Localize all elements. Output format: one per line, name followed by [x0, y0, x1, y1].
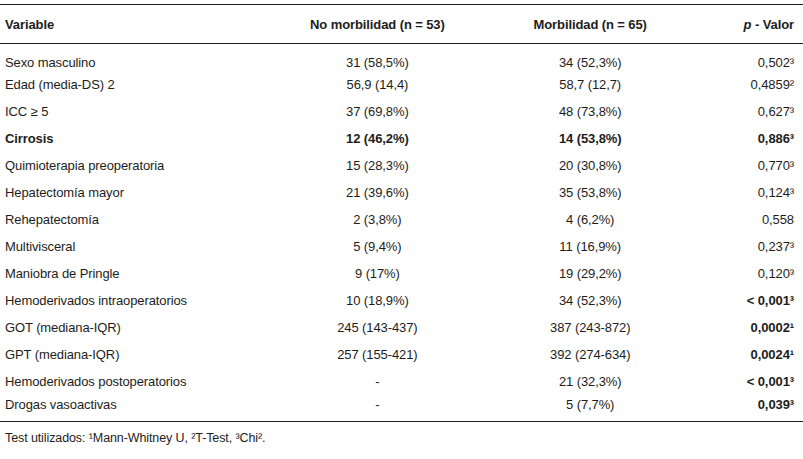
morbidity-value-cell: 21 (32,3%) [490, 368, 691, 395]
variable-cell: ICC ≥ 5 [0, 98, 265, 125]
table-row: Multivisceral5 (9,4%)11 (16,9%)0,237³ [0, 233, 803, 260]
morbidity-value-cell: 20 (30,8%) [490, 152, 691, 179]
no-morbidity-value-cell: 56,9 (14,4) [265, 71, 490, 98]
variable-cell: Sexo masculino [0, 44, 265, 71]
p-value-cell: 0,886³ [691, 125, 803, 152]
p-value-cell: 0,502³ [691, 44, 803, 71]
no-morbidity-value-cell: 257 (155-421) [265, 341, 490, 368]
morbidity-value-cell: 19 (29,2%) [490, 260, 691, 287]
p-value-cell: < 0,001³ [691, 368, 803, 395]
variable-cell: Drogas vasoactivas [0, 395, 265, 422]
no-morbidity-value-cell: 12 (46,2%) [265, 125, 490, 152]
table-row: Rehepatectomía2 (3,8%)4 (6,2%)0,558 [0, 206, 803, 233]
morbidity-value-cell: 5 (7,7%) [490, 395, 691, 422]
table-row: GOT (mediana-IQR)245 (143-437)387 (243-8… [0, 314, 803, 341]
morbidity-value-cell: 58,7 (12,7) [490, 71, 691, 98]
column-header-morbidity: Morbilidad (n = 65) [490, 5, 691, 44]
table-row: Drogas vasoactivas-5 (7,7%)0,039³ [0, 395, 803, 422]
no-morbidity-value-cell: 9 (17%) [265, 260, 490, 287]
p-value-cell: 0,558 [691, 206, 803, 233]
table-row: Cirrosis12 (46,2%)14 (53,8%)0,886³ [0, 125, 803, 152]
no-morbidity-value-cell: 21 (39,6%) [265, 179, 490, 206]
table-footnote: Test utilizados: ¹Mann-Whitney U, ²T-Tes… [0, 422, 803, 445]
p-value-cell: 0,4859² [691, 71, 803, 98]
table-header-row: Variable No morbilidad (n = 53) Morbilid… [0, 5, 803, 44]
column-header-no-morbidity: No morbilidad (n = 53) [265, 5, 490, 44]
p-value-cell: 0,627³ [691, 98, 803, 125]
paper-table-page: Variable No morbilidad (n = 53) Morbilid… [0, 0, 803, 459]
variable-cell: Cirrosis [0, 125, 265, 152]
no-morbidity-value-cell: 5 (9,4%) [265, 233, 490, 260]
p-value-cell: 0,0002¹ [691, 314, 803, 341]
table-row: Hemoderivados postoperatorios-21 (32,3%)… [0, 368, 803, 395]
table-body: Sexo masculino31 (58,5%)34 (52,3%)0,502³… [0, 44, 803, 422]
morbidity-value-cell: 34 (52,3%) [490, 44, 691, 71]
no-morbidity-value-cell: 245 (143-437) [265, 314, 490, 341]
p-value-cell: 0,770³ [691, 152, 803, 179]
p-header-rest: - Valor [751, 17, 794, 32]
variable-cell: Hemoderivados postoperatorios [0, 368, 265, 395]
variable-cell: GOT (mediana-IQR) [0, 314, 265, 341]
morbidity-comparison-table: Variable No morbilidad (n = 53) Morbilid… [0, 4, 803, 422]
no-morbidity-value-cell: 2 (3,8%) [265, 206, 490, 233]
morbidity-value-cell: 35 (53,8%) [490, 179, 691, 206]
morbidity-value-cell: 14 (53,8%) [490, 125, 691, 152]
morbidity-value-cell: 34 (52,3%) [490, 287, 691, 314]
variable-cell: Hepatectomía mayor [0, 179, 265, 206]
variable-cell: Multivisceral [0, 233, 265, 260]
variable-cell: Quimioterapia preoperatoria [0, 152, 265, 179]
morbidity-value-cell: 11 (16,9%) [490, 233, 691, 260]
table-row: Hemoderivados intraoperatorios10 (18,9%)… [0, 287, 803, 314]
table-row: Hepatectomía mayor21 (39,6%)35 (53,8%)0,… [0, 179, 803, 206]
table-row: Edad (media-DS) 256,9 (14,4)58,7 (12,7)0… [0, 71, 803, 98]
column-header-variable: Variable [0, 5, 265, 44]
variable-cell: Edad (media-DS) 2 [0, 71, 265, 98]
no-morbidity-value-cell: - [265, 368, 490, 395]
p-value-cell: 0,039³ [691, 395, 803, 422]
table-row: ICC ≥ 537 (69,8%)48 (73,8%)0,627³ [0, 98, 803, 125]
table-row: Maniobra de Pringle9 (17%)19 (29,2%)0,12… [0, 260, 803, 287]
no-morbidity-value-cell: 10 (18,9%) [265, 287, 490, 314]
column-header-p-value: p - Valor [691, 5, 803, 44]
morbidity-value-cell: 387 (243-872) [490, 314, 691, 341]
morbidity-value-cell: 392 (274-634) [490, 341, 691, 368]
no-morbidity-value-cell: 37 (69,8%) [265, 98, 490, 125]
no-morbidity-value-cell: 31 (58,5%) [265, 44, 490, 71]
p-value-cell: 0,124³ [691, 179, 803, 206]
p-value-cell: 0,120³ [691, 260, 803, 287]
table-row: GPT (mediana-IQR)257 (155-421)392 (274-6… [0, 341, 803, 368]
morbidity-value-cell: 48 (73,8%) [490, 98, 691, 125]
p-value-cell: 0,0024¹ [691, 341, 803, 368]
p-value-cell: < 0,001³ [691, 287, 803, 314]
variable-cell: Maniobra de Pringle [0, 260, 265, 287]
variable-cell: GPT (mediana-IQR) [0, 341, 265, 368]
variable-cell: Hemoderivados intraoperatorios [0, 287, 265, 314]
table-row: Sexo masculino31 (58,5%)34 (52,3%)0,502³ [0, 44, 803, 71]
no-morbidity-value-cell: - [265, 395, 490, 422]
morbidity-value-cell: 4 (6,2%) [490, 206, 691, 233]
no-morbidity-value-cell: 15 (28,3%) [265, 152, 490, 179]
table-row: Quimioterapia preoperatoria15 (28,3%)20 … [0, 152, 803, 179]
table-header: Variable No morbilidad (n = 53) Morbilid… [0, 5, 803, 44]
variable-cell: Rehepatectomía [0, 206, 265, 233]
p-value-cell: 0,237³ [691, 233, 803, 260]
